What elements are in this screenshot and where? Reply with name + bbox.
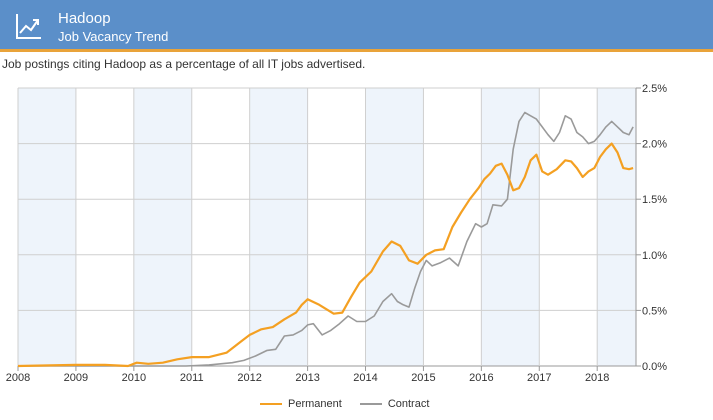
chart-description: Job postings citing Hadoop as a percenta…: [2, 57, 366, 71]
shaded-year-band: [481, 88, 540, 366]
page-title: Hadoop: [58, 10, 111, 27]
legend-item-permanent: Permanent: [260, 398, 342, 410]
x-tick-label: 2018: [585, 372, 609, 384]
y-tick-label: 2.5%: [642, 83, 667, 95]
legend-label-permanent: Permanent: [288, 398, 342, 410]
shaded-year-band: [133, 88, 192, 366]
legend-label-contract: Contract: [387, 398, 430, 410]
page-subtitle: Job Vacancy Trend: [58, 29, 169, 44]
x-tick-label: 2010: [122, 372, 146, 384]
x-tick-label: 2011: [180, 372, 204, 384]
x-tick-label: 2015: [411, 372, 435, 384]
trend-line-icon: [16, 14, 41, 39]
y-tick-label: 0.0%: [642, 361, 667, 373]
x-tick-label: 2016: [469, 372, 493, 384]
y-tick-label: 1.5%: [642, 194, 667, 206]
x-tick-label: 2009: [64, 372, 88, 384]
y-tick-label: 2.0%: [642, 139, 667, 151]
chart-header: Hadoop Job Vacancy Trend: [0, 0, 713, 52]
y-tick-label: 0.5%: [642, 305, 667, 317]
shaded-year-band: [365, 88, 424, 366]
y-tick-label: 1.0%: [642, 250, 667, 262]
legend-swatch-contract: [359, 403, 382, 405]
series-line-contract: [18, 111, 634, 367]
chart-legend: Permanent Contract: [260, 396, 447, 412]
x-tick-label: 2017: [527, 372, 551, 384]
x-tick-label: 2012: [237, 372, 261, 384]
trend-chart: 0.0% 0.5% 1.0% 1.5% 2.0% 2.5% 2008 2009 2010 2011…: [6, 83, 668, 384]
legend-item-contract: Contract: [359, 398, 430, 410]
x-tick-label: 2014: [353, 372, 377, 384]
x-tick-label: 2008: [6, 372, 30, 384]
shaded-year-band: [18, 88, 76, 366]
x-tick-label: 2013: [295, 372, 319, 384]
shaded-year-band: [249, 88, 308, 366]
series-line-permanent: [17, 142, 634, 368]
legend-swatch-permanent: [260, 403, 282, 405]
